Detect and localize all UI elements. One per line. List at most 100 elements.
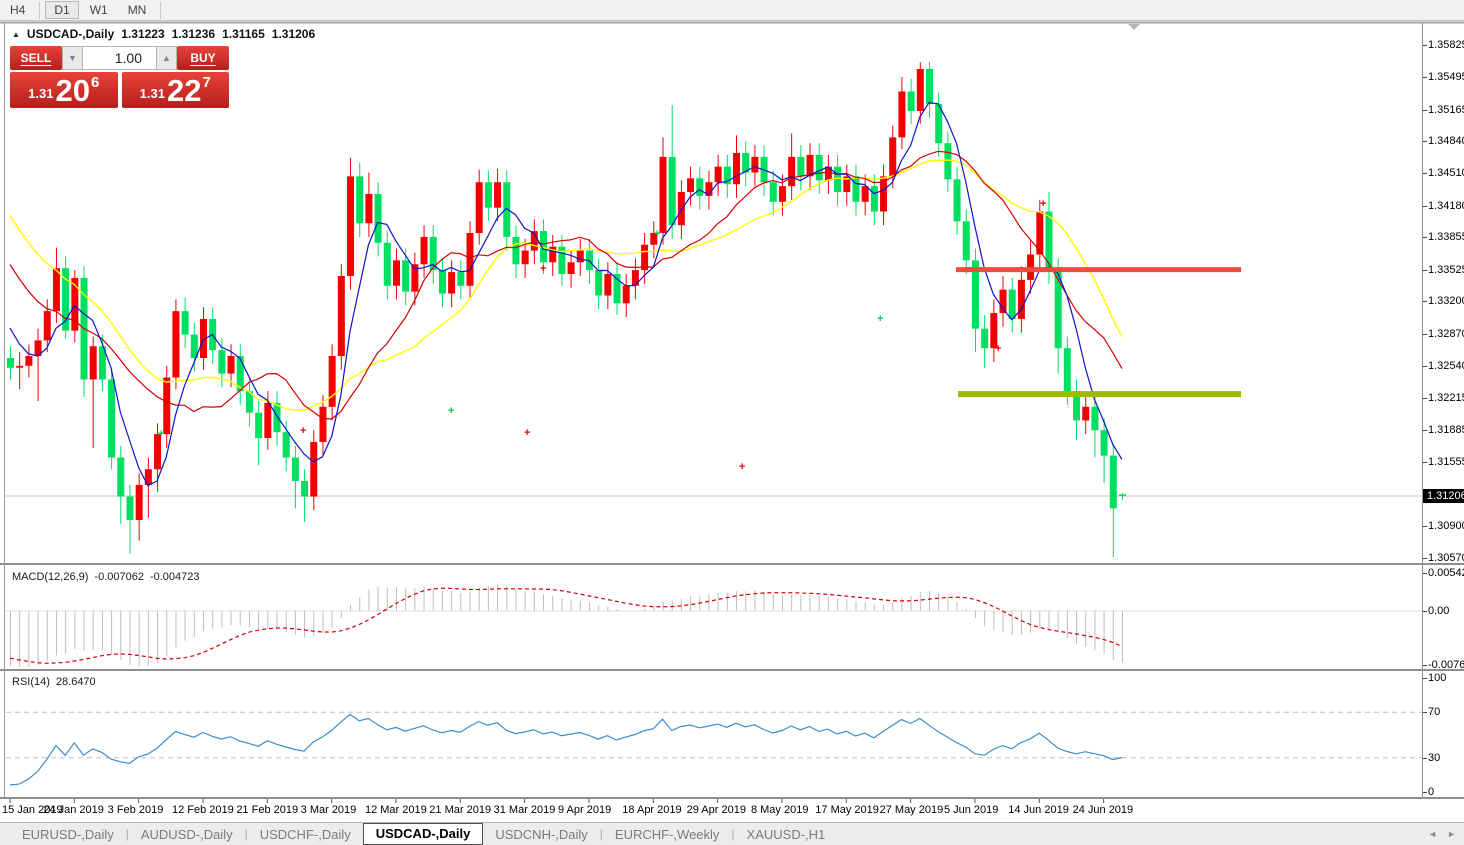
volume-increase-button[interactable]: ▲: [156, 46, 177, 70]
date-label: 9 Apr 2019: [557, 804, 612, 816]
date-label: 17 May 2019: [815, 804, 879, 816]
price-tick: 1.33855: [1423, 231, 1464, 243]
tab-xauusd-h1[interactable]: XAUUSD-,H1: [746, 826, 826, 842]
volume-decrease-button[interactable]: ▼: [62, 46, 83, 70]
tab-separator: |: [244, 827, 248, 841]
price-tick: 1.34180: [1423, 200, 1464, 212]
macd-value: -0.007062: [94, 571, 144, 583]
price-tick: 1.31885: [1423, 424, 1464, 436]
svg-text:+: +: [540, 263, 546, 275]
rsi-tick: 70: [1422, 706, 1441, 719]
period-button-w1[interactable]: W1: [81, 1, 117, 19]
date-label: 3 Feb 2019: [107, 804, 164, 816]
tab-eurusd-daily[interactable]: EURUSD-,Daily: [22, 826, 114, 842]
svg-text:+: +: [158, 428, 164, 440]
price-tick: 1.30900: [1423, 520, 1464, 532]
high-value: 1.31236: [171, 27, 216, 41]
sell-button[interactable]: SELL: [10, 46, 62, 70]
date-label: 14 Jun 2019: [1008, 804, 1069, 816]
period-button-h4[interactable]: H4: [1, 1, 34, 19]
date-label: 24 Jan 2019: [43, 804, 104, 816]
resistance-hline[interactable]: [956, 267, 1241, 273]
sell-price-button[interactable]: 1.31 20 6: [10, 72, 118, 108]
tab-audusd-daily[interactable]: AUDUSD-,Daily: [140, 826, 233, 842]
date-label: 27 May 2019: [879, 804, 944, 816]
candlestick-series: [7, 62, 1126, 558]
date-label: 18 Apr 2019: [622, 804, 682, 816]
macd-signal-value: -0.004723: [149, 571, 200, 583]
date-label: 8 May 2019: [750, 804, 809, 816]
date-label: 15 Jan 2019: [2, 804, 63, 816]
date-label: 12 Feb 2019: [171, 804, 234, 816]
date-label: 21 Feb 2019: [236, 804, 299, 816]
date-label: 5 Jun 2019: [943, 804, 999, 816]
price-tick: 1.30570: [1423, 552, 1464, 564]
svg-text:+: +: [739, 461, 745, 473]
close-value: 1.31206: [271, 27, 316, 41]
svg-text:+: +: [524, 427, 530, 439]
price-tick: 1.32870: [1423, 328, 1464, 340]
one-click-trade-panel: SELL ▼ ▲ BUY 1.31 20 6 1.31 22 7: [10, 46, 229, 108]
macd-name: MACD(12,26,9): [12, 571, 89, 583]
macd-histogram: [10, 584, 1123, 668]
sell-price-point: 6: [90, 74, 100, 91]
tab-nav-left-icon[interactable]: ◄: [1428, 829, 1438, 839]
price-tick: 1.34840: [1423, 135, 1464, 147]
ma-fast-line: [9, 101, 1123, 487]
buy-price-pips: 22: [166, 73, 202, 108]
svg-text:+: +: [300, 425, 306, 437]
collapse-triangle-icon[interactable]: ▲: [12, 29, 20, 39]
tab-separator: |: [125, 827, 129, 841]
buy-button[interactable]: BUY: [177, 46, 229, 70]
volume-input[interactable]: [83, 46, 156, 70]
date-label: 29 Apr 2019: [686, 804, 746, 816]
date-label: 24 Jun 2019: [1072, 804, 1134, 816]
open-value: 1.31223: [121, 27, 165, 41]
buy-price-button[interactable]: 1.31 22 7: [121, 72, 229, 108]
spinner-up-icon: ▲: [162, 53, 171, 63]
price-tick: 1.33200: [1423, 295, 1464, 307]
buy-price-figure: 1.31: [139, 86, 165, 101]
rsi-name: RSI(14): [12, 676, 50, 688]
svg-text:+: +: [877, 313, 883, 325]
buy-price-point: 7: [202, 74, 211, 91]
rsi-label: RSI(14) 28.6470: [12, 676, 96, 688]
toolbar-separator: [39, 1, 41, 19]
price-tick: 1.33525: [1423, 264, 1464, 276]
rsi-tick: 100: [1422, 672, 1447, 684]
period-toolbar: H4 D1 W1 MN: [0, 0, 1464, 21]
support-hline[interactable]: [958, 391, 1241, 398]
toolbar-separator: [160, 1, 162, 19]
period-button-d1[interactable]: D1: [45, 1, 79, 19]
ma-slow-line: [9, 159, 1123, 411]
date-label: 12 Mar 2019: [364, 804, 427, 816]
tab-eurchf-weekly[interactable]: EURCHF-,Weekly: [614, 826, 720, 842]
current-price-label: 1.31206: [1423, 489, 1464, 504]
price-tick: 1.35495: [1423, 71, 1464, 83]
macd-label: MACD(12,26,9) -0.007062 -0.004723: [12, 571, 200, 583]
price-tick: 1.32540: [1423, 360, 1464, 372]
tab-usdcnh-daily[interactable]: USDCNH-,Daily: [495, 826, 588, 842]
svg-text:+: +: [1040, 198, 1046, 210]
macd-tick: 0.005421: [1423, 567, 1464, 579]
rsi-tick: 30: [1422, 751, 1441, 764]
scroll-thumb-icon[interactable]: [1128, 24, 1140, 30]
date-label: 21 Mar 2019: [429, 804, 492, 816]
symbol-tab-bar: EURUSD-,Daily | AUDUSD-,Daily | USDCHF-,Dail…: [0, 822, 1464, 845]
tab-nav-right-icon[interactable]: ►: [1447, 829, 1456, 839]
price-tick: 1.31555: [1423, 456, 1464, 468]
period-button-mn[interactable]: MN: [119, 1, 156, 19]
rsi-line: [9, 713, 1123, 786]
price-tick: 1.34510: [1423, 167, 1464, 179]
date-label: 3 Mar 2019: [300, 804, 357, 816]
trade-markers: + + + + + + + + + +: [158, 198, 1046, 473]
tab-usdchf-daily[interactable]: USDCHF-,Daily: [259, 826, 351, 842]
tab-usdcad-daily[interactable]: USDCAD-,Daily: [362, 823, 484, 845]
low-value: 1.31165: [222, 27, 265, 41]
svg-text:+: +: [995, 343, 1001, 355]
macd-signal-line: [9, 587, 1123, 664]
sell-price-pips: 20: [55, 73, 90, 108]
macd-tick: 0.00: [1422, 604, 1450, 617]
rsi-tick: 0: [1422, 786, 1435, 798]
